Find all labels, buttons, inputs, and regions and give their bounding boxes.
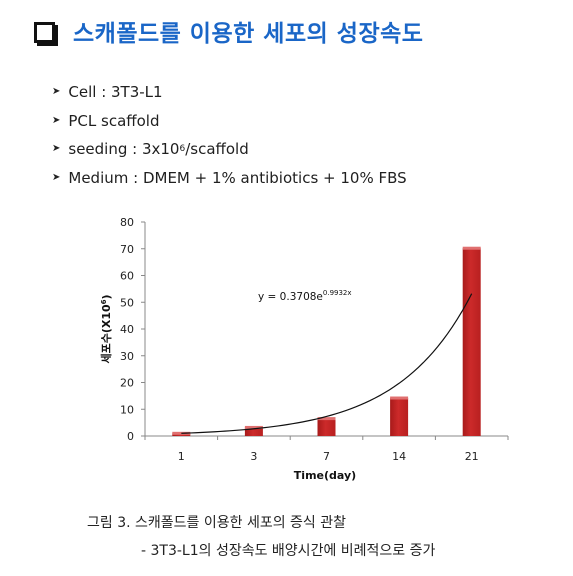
y-tick-label: 30 xyxy=(120,350,134,363)
figure-caption-note: - 3T3-L1의 성장속도 배양시간에 비례적으로 증가 xyxy=(141,543,436,559)
page-title: 스캐폴드를 이용한 세포의 성장속도 xyxy=(73,21,424,47)
bar xyxy=(244,427,263,436)
y-tick-label: 20 xyxy=(120,377,134,390)
bullet-text: Cell : 3T3-L1 xyxy=(68,83,163,101)
arrow-bullet-icon: ➤ xyxy=(52,114,61,126)
y-axis-title: 세포수(X106) xyxy=(99,294,113,363)
y-tick-label: 10 xyxy=(120,403,134,416)
title-row: 스캐폴드를 이용한 세포의 성장속도 xyxy=(34,14,423,48)
x-tick-label: 7 xyxy=(323,450,330,463)
bullet-text: Medium : DMEM + 1% antibiotics + 10% FBS xyxy=(68,168,407,187)
trendline xyxy=(181,293,473,434)
bullet-item: ➤ Medium : DMEM + 1% antibiotics + 10% F… xyxy=(52,164,407,193)
x-axis: 1 3 7 14 21 xyxy=(144,435,509,463)
arrow-bullet-icon: ➤ xyxy=(52,171,61,183)
y-tick-label: 60 xyxy=(120,270,134,283)
bar-top-highlight xyxy=(462,246,481,250)
bullet-text-suffix: /scaffold xyxy=(185,140,249,158)
bullet-item: ➤ Cell : 3T3-L1 xyxy=(52,78,407,107)
y-tick-label: 50 xyxy=(120,296,134,309)
bar xyxy=(317,418,336,436)
trendline-equation: y = 0.3708e0.9932x xyxy=(258,289,352,303)
arrow-bullet-icon: ➤ xyxy=(52,143,61,154)
y-tick-label: 0 xyxy=(127,430,134,443)
bar xyxy=(462,248,481,436)
y-axis: 0 10 20 30 40 50 60 70 80 xyxy=(120,216,146,443)
bar-top-highlight xyxy=(172,431,191,435)
bar xyxy=(390,398,409,436)
bar-top-highlight xyxy=(390,396,409,400)
arrow-bullet-icon: ➤ xyxy=(52,86,61,97)
bullet-item: ➤ seeding : 3x10 6/scaffold xyxy=(52,135,407,164)
x-axis-title: Time(day) xyxy=(294,469,356,482)
y-tick-label: 70 xyxy=(120,243,134,256)
bullet-item: ➤ PCL scaffold xyxy=(52,107,407,136)
bar-top-highlight xyxy=(317,417,336,421)
bar-top-highlight xyxy=(244,425,263,429)
x-tick-label: 1 xyxy=(178,450,185,463)
checkbox-square-icon xyxy=(34,21,55,43)
x-tick-label: 14 xyxy=(392,450,406,463)
x-tick-label: 3 xyxy=(250,450,257,463)
bullet-text: seeding : 3x10 xyxy=(68,140,180,158)
x-tick-label: 21 xyxy=(465,450,479,463)
cell-growth-chart: 0 10 20 30 40 50 60 70 80 1 3 7 14 21 y = 0.3708e0.9… xyxy=(99,216,509,482)
figure-caption: 그림 3. 스캐폴드를 이용한 세포의 증식 관찰 xyxy=(87,515,347,531)
y-tick-label: 80 xyxy=(120,216,134,229)
bullet-text: PCL scaffold xyxy=(68,111,160,130)
bullet-list: ➤ Cell : 3T3-L1 ➤ PCL scaffold ➤ seeding… xyxy=(52,78,407,192)
bars xyxy=(172,246,481,436)
y-tick-label: 40 xyxy=(120,323,134,336)
